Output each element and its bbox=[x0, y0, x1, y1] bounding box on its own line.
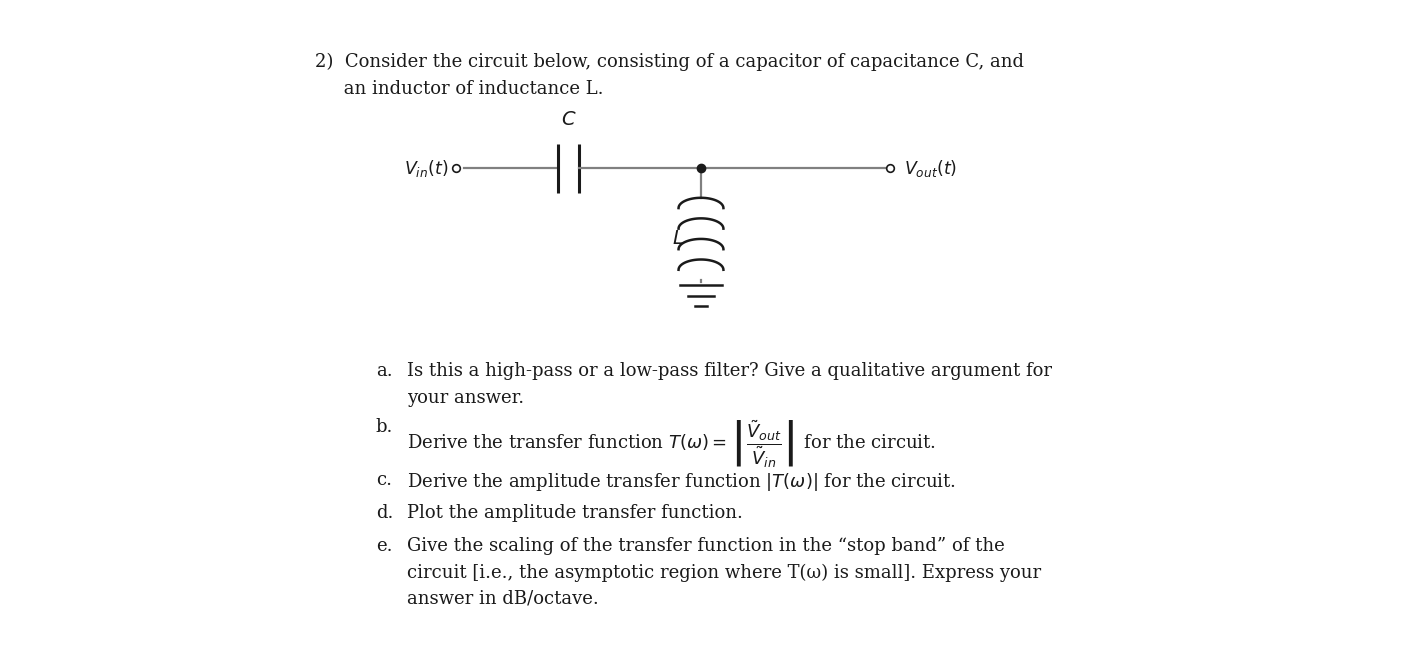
Text: a.: a. bbox=[375, 362, 392, 380]
Text: $V_{out}(t)$: $V_{out}(t)$ bbox=[905, 158, 957, 179]
Text: b.: b. bbox=[375, 418, 394, 436]
Text: $L$: $L$ bbox=[673, 230, 684, 248]
Text: d.: d. bbox=[375, 504, 394, 522]
Text: Plot the amplitude transfer function.: Plot the amplitude transfer function. bbox=[406, 504, 742, 522]
Text: c.: c. bbox=[375, 471, 392, 489]
Text: $V_{in}(t)$: $V_{in}(t)$ bbox=[405, 158, 449, 179]
Text: e.: e. bbox=[375, 537, 392, 554]
Text: Give the scaling of the transfer function in the “stop band” of the
circuit [i.e: Give the scaling of the transfer functio… bbox=[406, 537, 1041, 608]
Text: Derive the transfer function $T(\omega) = \left|\dfrac{\tilde{V}_{out}}{\tilde{V: Derive the transfer function $T(\omega) … bbox=[406, 418, 936, 469]
Text: $C$: $C$ bbox=[561, 111, 576, 129]
Text: Is this a high-pass or a low-pass filter? Give a qualitative argument for
your a: Is this a high-pass or a low-pass filter… bbox=[406, 362, 1052, 407]
Text: Derive the amplitude transfer function $|T(\omega)|$ for the circuit.: Derive the amplitude transfer function $… bbox=[406, 471, 956, 493]
Text: 2)  Consider the circuit below, consisting of a capacitor of capacitance C, and
: 2) Consider the circuit below, consistin… bbox=[316, 53, 1024, 97]
